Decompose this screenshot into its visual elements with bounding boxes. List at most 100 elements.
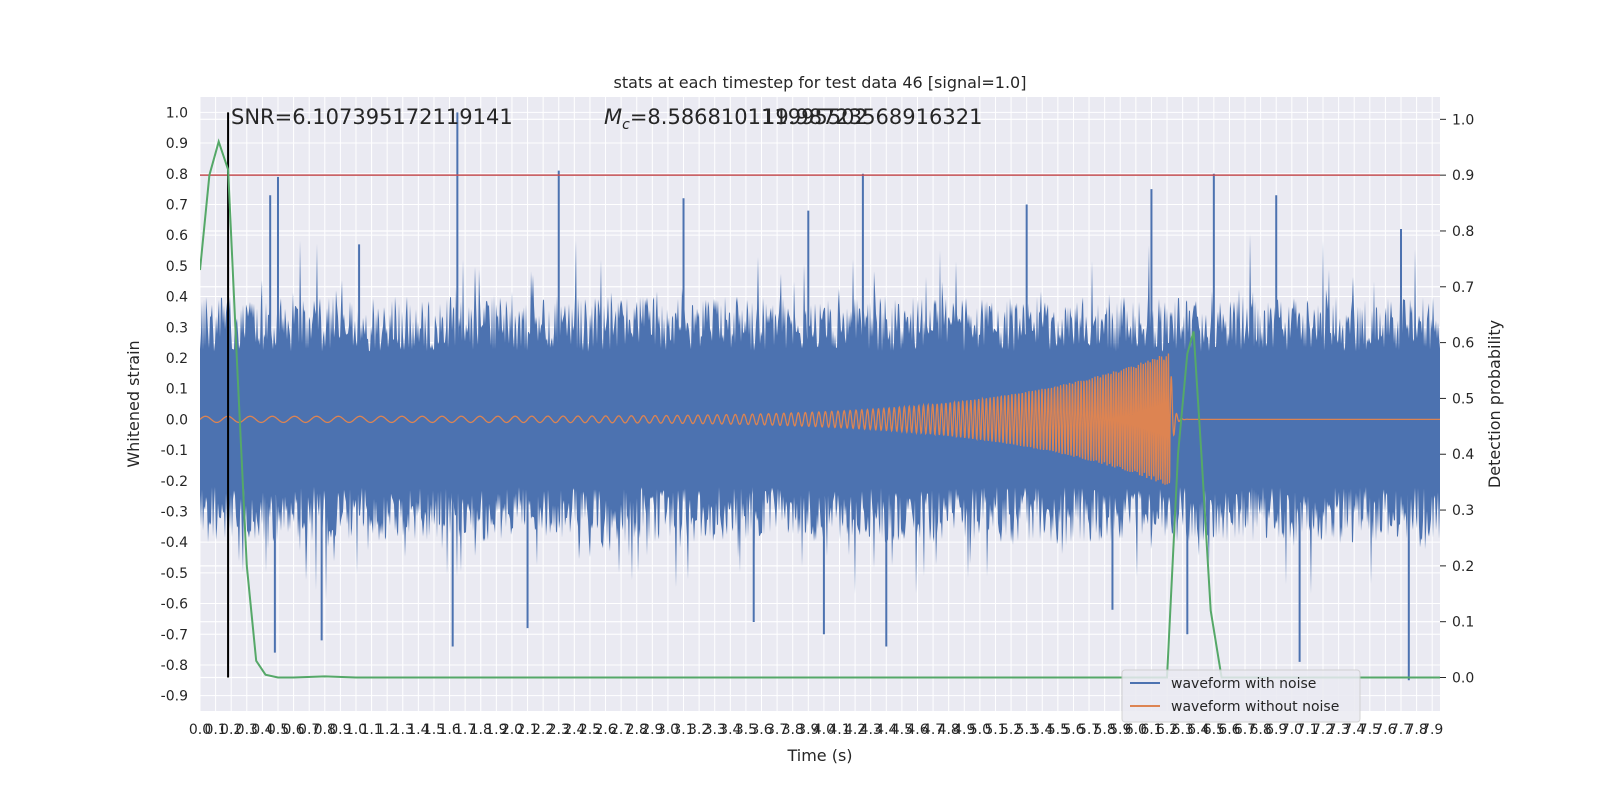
x-tick-label: 1.9 [485,722,507,738]
y-tick-label: 0.0 [166,412,188,428]
x-tick-label: 3.2 [688,722,710,738]
x-tick-label: 4.1 [828,722,850,738]
y2-tick-label: 0.1 [1452,615,1474,631]
x-axis-ticks: 0.00.10.20.30.40.50.60.70.80.91.01.11.21… [189,722,1443,738]
y-tick-label: 0.1 [166,382,188,398]
x-tick-label: 1.8 [470,722,492,738]
x-tick-label: 3.8 [782,722,804,738]
y-tick-label: -0.6 [161,597,188,613]
y2-axis-label: Detection probability [1485,320,1504,488]
x-tick-label: 1.6 [438,722,460,738]
x-tick-label: 6.2 [1156,722,1178,738]
y2-tick-label: 1.0 [1452,112,1474,128]
y2-tick-label: 0.7 [1452,280,1474,296]
x-tick-label: 3.4 [719,722,741,738]
y2-tick-label: 0.8 [1452,224,1474,240]
x-tick-label: 2.7 [610,722,632,738]
y-tick-label: -0.3 [161,504,188,520]
x-tick-label: 3.0 [657,722,679,738]
x-tick-label: 2.8 [626,722,648,738]
y-tick-label: -0.1 [161,443,188,459]
x-tick-label: 7.5 [1359,722,1381,738]
x-tick-label: 4.7 [922,722,944,738]
x-tick-label: 5.2 [1000,722,1022,738]
x-tick-label: 4.2 [844,722,866,738]
chirp-mass-value: =8.586810111995502 [630,105,868,129]
y-tick-label: -0.8 [161,658,188,674]
x-tick-label: 2.4 [563,722,585,738]
x-tick-label: 5.4 [1031,722,1053,738]
x-tick-label: 2.9 [641,722,663,738]
x-tick-label: 1.7 [454,722,476,738]
chirp-mass-annotation: Mc=8.586810111995502 [604,105,868,133]
x-tick-label: 4.0 [813,722,835,738]
x-tick-label: 7.1 [1296,722,1318,738]
y-tick-label: 0.3 [166,320,188,336]
y2-tick-label: 0.2 [1452,559,1474,575]
x-tick-label: 7.4 [1343,722,1365,738]
x-tick-label: 6.8 [1249,722,1271,738]
x-tick-label: 3.5 [735,722,757,738]
x-tick-label: 0.1 [204,722,226,738]
y2-tick-label: 0.4 [1452,447,1474,463]
x-tick-label: 2.2 [532,722,554,738]
y-tick-label: 0.8 [166,167,188,183]
x-tick-label: 7.7 [1390,722,1412,738]
x-tick-label: 3.3 [704,722,726,738]
x-tick-label: 0.7 [298,722,320,738]
x-tick-label: 5.1 [984,722,1006,738]
x-axis-label: Time (s) [786,746,852,765]
x-tick-label: 2.0 [501,722,523,738]
x-tick-label: 6.5 [1203,722,1225,738]
x-tick-label: 7.9 [1421,722,1443,738]
x-tick-label: 5.6 [1062,722,1084,738]
x-tick-label: 1.2 [376,722,398,738]
x-tick-label: 1.3 [392,722,414,738]
x-tick-label: 6.1 [1140,722,1162,738]
x-tick-label: 5.8 [1094,722,1116,738]
y-tick-label: 1.0 [166,105,188,121]
x-tick-label: 2.3 [548,722,570,738]
x-tick-label: 6.0 [1125,722,1147,738]
y-axis-label: Whitened strain [124,340,143,467]
x-tick-label: 0.5 [267,722,289,738]
x-tick-label: 5.5 [1047,722,1069,738]
x-tick-label: 1.1 [360,722,382,738]
x-tick-label: 0.9 [329,722,351,738]
y-tick-label: 0.2 [166,351,188,367]
chirp-path [200,353,1440,485]
legend-label-clean: waveform without noise [1171,699,1339,715]
x-tick-label: 7.0 [1281,722,1303,738]
chart-title: stats at each timestep for test data 46 … [614,73,1027,92]
chirp-mass-symbol: M [604,105,622,129]
x-tick-label: 1.0 [345,722,367,738]
y-tick-label: -0.5 [161,566,188,582]
x-tick-label: 4.5 [891,722,913,738]
x-tick-label: 5.9 [1109,722,1131,738]
y-tick-label: 0.6 [166,228,188,244]
x-tick-label: 4.8 [938,722,960,738]
chirp-mass-subscript: c [622,117,630,133]
y2-tick-label: 0.5 [1452,391,1474,407]
overlap-annotation: 19.98723568916321 [762,105,982,129]
y-tick-label: 0.9 [166,136,188,152]
x-tick-label: 0.0 [189,722,211,738]
x-tick-label: 3.9 [797,722,819,738]
x-tick-label: 0.2 [220,722,242,738]
x-tick-label: 5.3 [1016,722,1038,738]
x-tick-label: 4.3 [860,722,882,738]
x-tick-label: 7.3 [1327,722,1349,738]
x-tick-label: 6.6 [1218,722,1240,738]
y2-tick-label: 0.9 [1452,168,1474,184]
x-tick-label: 1.4 [407,722,429,738]
x-tick-label: 3.7 [766,722,788,738]
y-tick-label: 0.5 [166,259,188,275]
y-tick-label: -0.9 [161,689,188,705]
x-tick-label: 0.6 [282,722,304,738]
legend-label-noise: waveform with noise [1171,676,1316,692]
x-tick-label: 4.6 [906,722,928,738]
y2-tick-label: 0.3 [1452,503,1474,519]
y-tick-label: -0.4 [161,535,188,551]
y-tick-label: -0.2 [161,474,188,490]
